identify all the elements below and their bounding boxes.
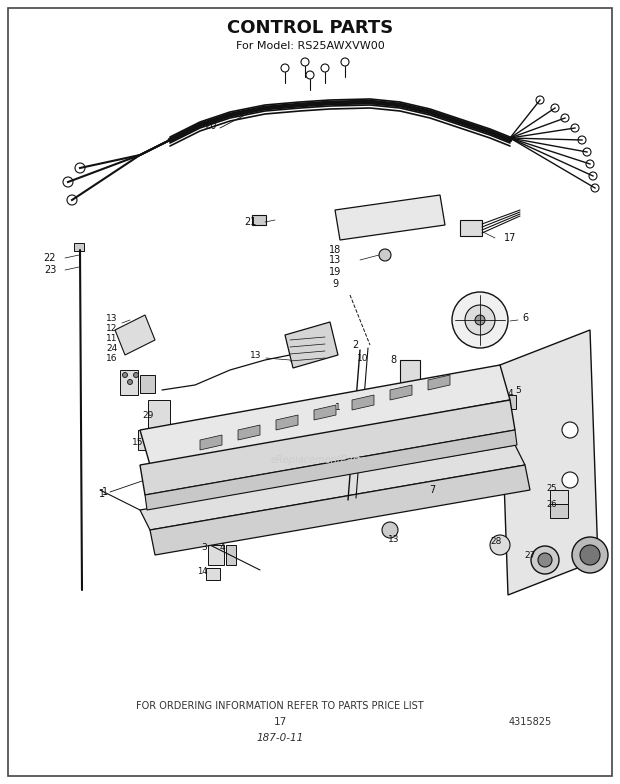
Text: 23: 23 bbox=[44, 265, 56, 275]
Text: 187-0-11: 187-0-11 bbox=[257, 733, 304, 743]
Text: 29: 29 bbox=[143, 411, 154, 419]
Circle shape bbox=[538, 553, 552, 567]
Bar bbox=[346, 438, 362, 450]
Polygon shape bbox=[140, 365, 510, 465]
Text: 1: 1 bbox=[102, 487, 108, 497]
Circle shape bbox=[123, 372, 128, 378]
Text: 13: 13 bbox=[388, 535, 400, 545]
Circle shape bbox=[531, 546, 559, 574]
Polygon shape bbox=[140, 445, 525, 530]
Text: 8: 8 bbox=[390, 355, 396, 365]
Text: 22: 22 bbox=[44, 253, 56, 263]
Text: 10: 10 bbox=[357, 354, 369, 362]
Text: 12: 12 bbox=[106, 324, 118, 332]
Text: 16: 16 bbox=[106, 354, 118, 362]
Bar bbox=[252, 215, 266, 225]
Text: 24: 24 bbox=[107, 343, 118, 353]
Bar bbox=[550, 490, 568, 504]
Circle shape bbox=[128, 379, 133, 384]
Circle shape bbox=[452, 292, 508, 348]
Circle shape bbox=[382, 522, 398, 538]
Text: 20: 20 bbox=[204, 121, 216, 131]
Text: FOR ORDERING INFORMATION REFER TO PARTS PRICE LIST: FOR ORDERING INFORMATION REFER TO PARTS … bbox=[136, 701, 424, 711]
Text: 19: 19 bbox=[329, 267, 341, 277]
Bar bbox=[206, 568, 220, 580]
Bar bbox=[550, 504, 568, 518]
Text: 4: 4 bbox=[219, 543, 225, 553]
Bar bbox=[242, 458, 258, 470]
Text: 14: 14 bbox=[197, 568, 207, 576]
Circle shape bbox=[562, 472, 578, 488]
Text: 7: 7 bbox=[429, 485, 435, 495]
Text: 2: 2 bbox=[352, 340, 358, 350]
Text: CONTROL PARTS: CONTROL PARTS bbox=[227, 19, 393, 37]
Bar bbox=[140, 375, 155, 393]
Circle shape bbox=[562, 422, 578, 438]
Bar bbox=[226, 545, 236, 565]
Text: 1: 1 bbox=[335, 402, 341, 412]
Text: 4: 4 bbox=[507, 389, 513, 397]
Polygon shape bbox=[390, 385, 412, 400]
Polygon shape bbox=[276, 415, 298, 430]
Text: 1: 1 bbox=[99, 489, 105, 499]
Text: 26: 26 bbox=[547, 499, 557, 509]
Text: 17: 17 bbox=[504, 233, 516, 243]
Text: 25: 25 bbox=[547, 484, 557, 492]
Text: For Model: RS25AWXVW00: For Model: RS25AWXVW00 bbox=[236, 41, 384, 51]
Circle shape bbox=[133, 372, 138, 378]
Text: 28: 28 bbox=[490, 538, 502, 546]
Text: 13: 13 bbox=[329, 255, 341, 265]
Bar bbox=[294, 448, 310, 460]
Bar bbox=[190, 468, 206, 480]
Bar bbox=[498, 395, 516, 409]
Polygon shape bbox=[200, 435, 222, 450]
Circle shape bbox=[580, 545, 600, 565]
Bar bbox=[208, 545, 224, 565]
Bar bbox=[138, 430, 163, 450]
Bar bbox=[398, 428, 414, 440]
Polygon shape bbox=[285, 322, 338, 368]
Text: 3: 3 bbox=[201, 543, 207, 553]
Polygon shape bbox=[238, 425, 260, 440]
Polygon shape bbox=[428, 375, 450, 390]
Text: 17: 17 bbox=[273, 717, 286, 727]
Polygon shape bbox=[352, 395, 374, 410]
Circle shape bbox=[475, 315, 485, 325]
Bar bbox=[400, 360, 420, 388]
Polygon shape bbox=[314, 405, 336, 420]
Polygon shape bbox=[140, 400, 515, 495]
Text: 5: 5 bbox=[515, 386, 521, 394]
Bar bbox=[148, 400, 170, 428]
Circle shape bbox=[379, 249, 391, 261]
Text: 13: 13 bbox=[250, 350, 262, 360]
Polygon shape bbox=[145, 430, 517, 510]
Circle shape bbox=[572, 537, 608, 573]
Text: eReplacementParts.com: eReplacementParts.com bbox=[270, 455, 390, 465]
Text: 11: 11 bbox=[106, 333, 118, 343]
Polygon shape bbox=[500, 330, 598, 595]
Circle shape bbox=[465, 305, 495, 335]
Bar bbox=[74, 243, 84, 251]
Text: 15: 15 bbox=[132, 437, 144, 447]
Text: 18: 18 bbox=[329, 245, 341, 255]
Text: 13: 13 bbox=[106, 314, 118, 322]
Text: 27: 27 bbox=[525, 551, 536, 561]
Text: 9: 9 bbox=[332, 279, 338, 289]
Text: 6: 6 bbox=[522, 313, 528, 323]
Bar bbox=[460, 220, 482, 236]
Text: 21: 21 bbox=[244, 217, 256, 227]
Polygon shape bbox=[150, 465, 530, 555]
Polygon shape bbox=[335, 195, 445, 240]
Bar bbox=[120, 370, 138, 395]
Polygon shape bbox=[115, 315, 155, 355]
Text: 4315825: 4315825 bbox=[508, 717, 552, 727]
Circle shape bbox=[490, 535, 510, 555]
